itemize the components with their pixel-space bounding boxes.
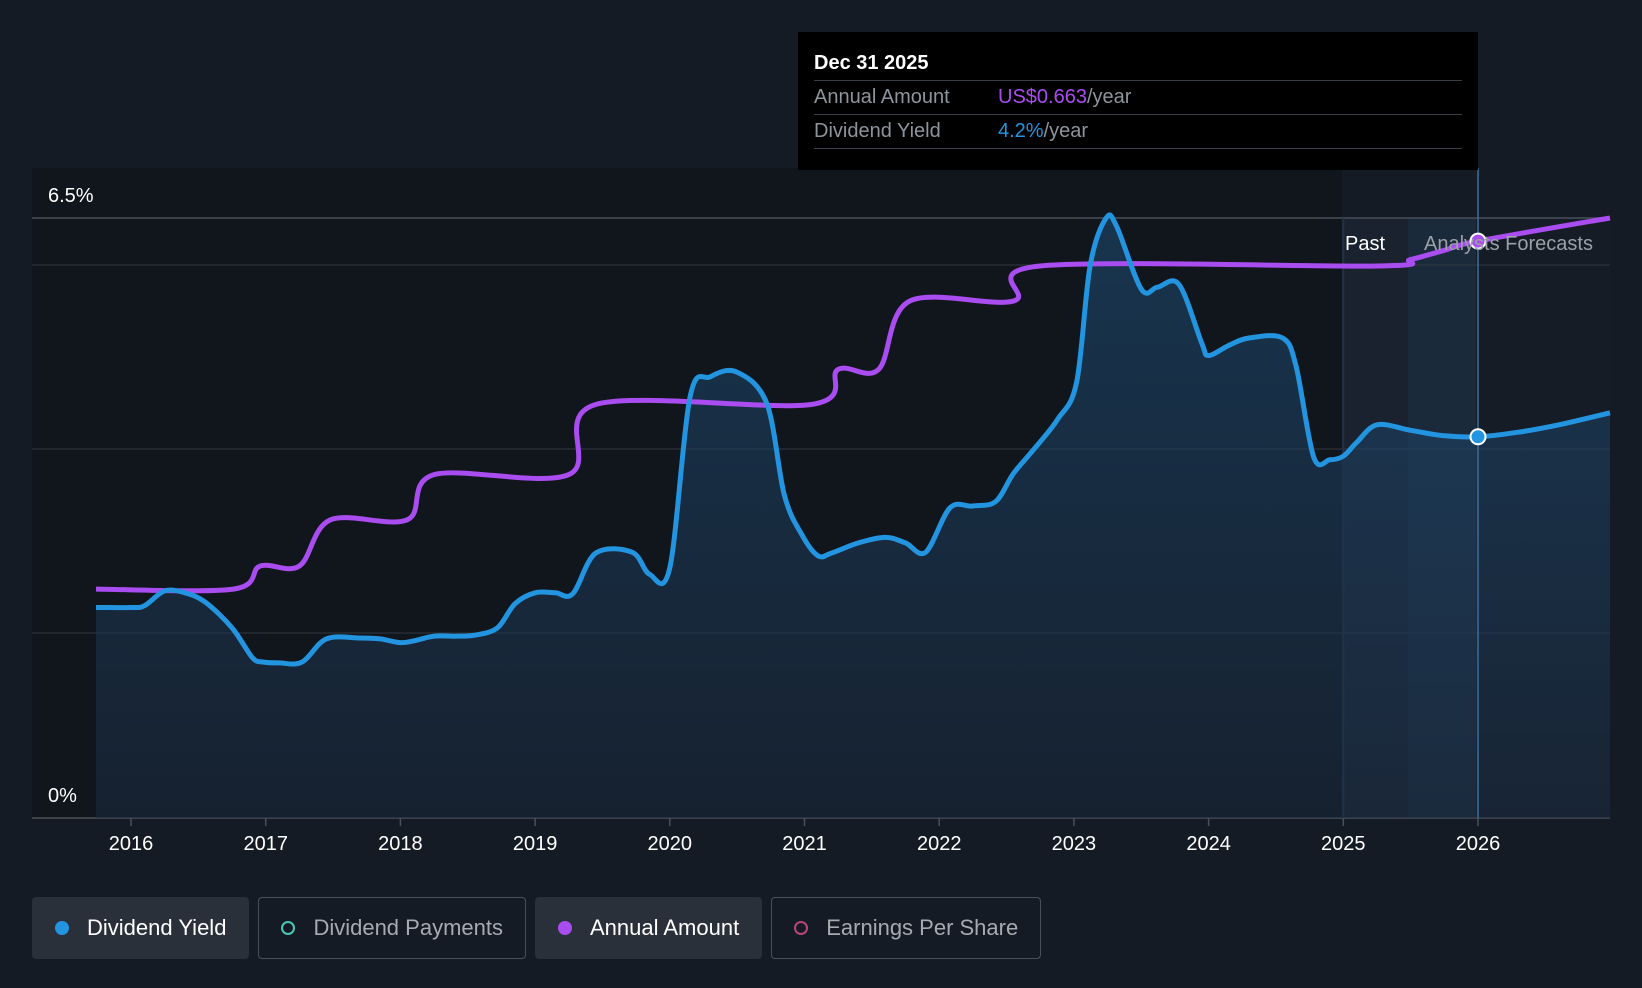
x-tick-label: 2016 [109, 833, 154, 855]
legend-dividend-yield-dot-icon [55, 921, 69, 935]
legend-earnings-per-share[interactable]: Earnings Per Share [771, 897, 1042, 959]
legend-dividend-yield[interactable]: Dividend Yield [32, 897, 250, 959]
x-tick-label: 2026 [1456, 833, 1501, 855]
tooltip-annual-value: US$0.663 [998, 86, 1087, 108]
tooltip-yield-row: Dividend Yield 4.2%/year [814, 114, 1462, 149]
x-tick-label: 2023 [1052, 833, 1097, 855]
hover-tooltip: Dec 31 2025 Annual Amount US$0.663/year … [798, 32, 1478, 170]
tooltip-annual-unit: /year [1086, 86, 1132, 108]
dividend-yield-marker [1469, 428, 1487, 446]
x-tick-label: 2019 [513, 833, 558, 855]
x-tick-label: 2025 [1321, 833, 1366, 855]
x-tick-label: 2022 [917, 833, 962, 855]
legend-dividend-payments-label: Dividend Payments [313, 915, 503, 940]
legend: Dividend Yield Dividend Payments Annual … [32, 897, 1042, 961]
legend-earnings-per-share-dot-icon [794, 921, 809, 935]
x-axis-ticks: 2016 2017 2018 2019 2020 2021 2022 2023 2024 2025… [109, 818, 1500, 855]
legend-earnings-per-share-label: Earnings Per Share [826, 915, 1019, 940]
tooltip-yield-label: Dividend Yield [814, 120, 941, 142]
legend-dividend-payments[interactable]: Dividend Payments [258, 897, 526, 959]
forecast-region-label: Analysts Forecasts [1424, 233, 1593, 255]
legend-dividend-payments-dot-icon [281, 921, 296, 935]
x-tick-label: 2021 [782, 833, 827, 855]
x-tick-label: 2020 [648, 833, 693, 855]
y-tick-label-top: 6.5% [48, 185, 94, 207]
past-region-label: Past [1345, 233, 1385, 255]
x-tick-label: 2024 [1186, 833, 1231, 855]
tooltip-annual-label: Annual Amount [814, 86, 950, 108]
x-tick-label: 2018 [378, 833, 423, 855]
annual-amount-line [95, 215, 1611, 594]
tooltip-yield-value: 4.2% [998, 120, 1044, 142]
legend-annual-amount[interactable]: Annual Amount [534, 897, 763, 959]
tooltip-date: Dec 31 2025 [814, 52, 929, 74]
tooltip-annual-row: Annual Amount US$0.663/year [814, 80, 1462, 114]
x-tick-label: 2017 [243, 833, 288, 855]
legend-annual-amount-dot-icon [557, 921, 572, 935]
y-tick-label-bottom: 0% [48, 785, 77, 807]
legend-annual-amount-label: Annual Amount [589, 915, 740, 940]
dividend-yield-area [96, 214, 1610, 818]
tooltip-yield-unit: /year [1043, 120, 1089, 142]
dividend-yield-line [96, 212, 1611, 667]
annual-amount-marker [1469, 232, 1487, 250]
legend-dividend-yield-label: Dividend Yield [87, 915, 227, 940]
